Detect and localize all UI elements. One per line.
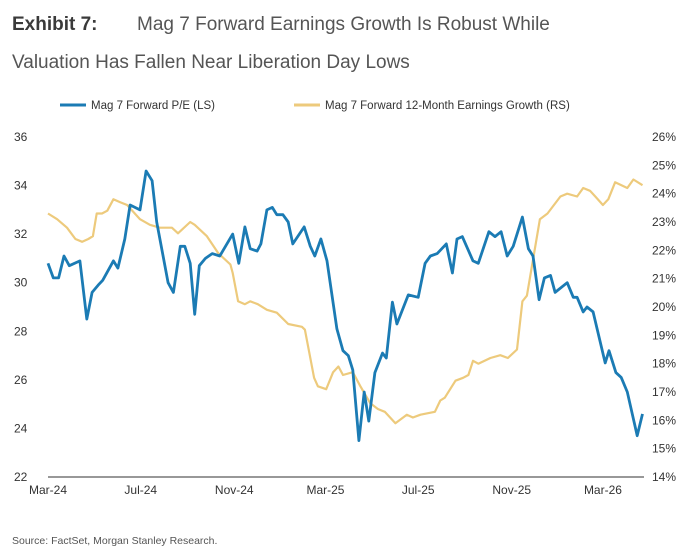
- y-left-tick-label: 36: [14, 130, 28, 144]
- y-left-tick-label: 22: [14, 470, 28, 484]
- y-left-tick-label: 24: [14, 421, 28, 435]
- x-tick-label: Nov-25: [492, 483, 531, 497]
- legend: Mag 7 Forward P/E (LS) Mag 7 Forward 12-…: [60, 100, 570, 112]
- x-tick-label: Nov-24: [215, 483, 254, 497]
- source-note: Source: FactSet, Morgan Stanley Research…: [12, 535, 217, 547]
- y-right-tick-label: 18%: [652, 357, 676, 371]
- y-right-tick-label: 17%: [652, 385, 676, 399]
- y-right-tick-label: 26%: [652, 130, 676, 144]
- y-left-tick-label: 34: [14, 179, 28, 193]
- y-right-tick-label: 20%: [652, 300, 676, 314]
- y-axis-right: 14% 15% 16% 17% 18% 19% 20% 21% 22% 23% 24% 25% 26%: [652, 130, 676, 484]
- plot-area: [46, 169, 644, 443]
- y-axis-left: 22 24 26 28 30 32 34 36: [14, 130, 28, 484]
- y-left-tick-label: 28: [14, 324, 28, 338]
- x-tick-label: Jul-24: [124, 483, 157, 497]
- y-right-tick-label: 23%: [652, 215, 676, 229]
- series-line-growth: [47, 178, 644, 425]
- y-left-tick-label: 30: [14, 276, 28, 290]
- chart-title-line1: Mag 7 Forward Earnings Growth Is Robust …: [137, 14, 550, 35]
- y-right-tick-label: 22%: [652, 243, 676, 257]
- chart-title-line2: Valuation Has Fallen Near Liberation Day…: [12, 52, 410, 73]
- y-right-tick-label: 14%: [652, 470, 676, 484]
- y-right-tick-label: 15%: [652, 442, 676, 456]
- x-axis: Mar-24 Jul-24 Nov-24 Mar-25 Jul-25 Nov-25 Mar-…: [29, 483, 622, 497]
- y-right-tick-label: 24%: [652, 187, 676, 201]
- x-tick-label: Mar-26: [584, 483, 622, 497]
- exhibit-label: Exhibit 7:: [12, 14, 98, 35]
- x-tick-label: Mar-25: [306, 483, 344, 497]
- y-left-tick-label: 26: [14, 373, 28, 387]
- series-line-pe: [46, 169, 644, 443]
- y-right-tick-label: 19%: [652, 328, 676, 342]
- legend-label-growth: Mag 7 Forward 12-Month Earnings Growth (…: [325, 100, 570, 112]
- legend-label-pe: Mag 7 Forward P/E (LS): [91, 100, 215, 112]
- x-tick-label: Mar-24: [29, 483, 67, 497]
- x-tick-label: Jul-25: [402, 483, 435, 497]
- y-right-tick-label: 25%: [652, 158, 676, 172]
- y-right-tick-label: 21%: [652, 272, 676, 286]
- y-left-tick-label: 32: [14, 227, 28, 241]
- y-right-tick-label: 16%: [652, 413, 676, 427]
